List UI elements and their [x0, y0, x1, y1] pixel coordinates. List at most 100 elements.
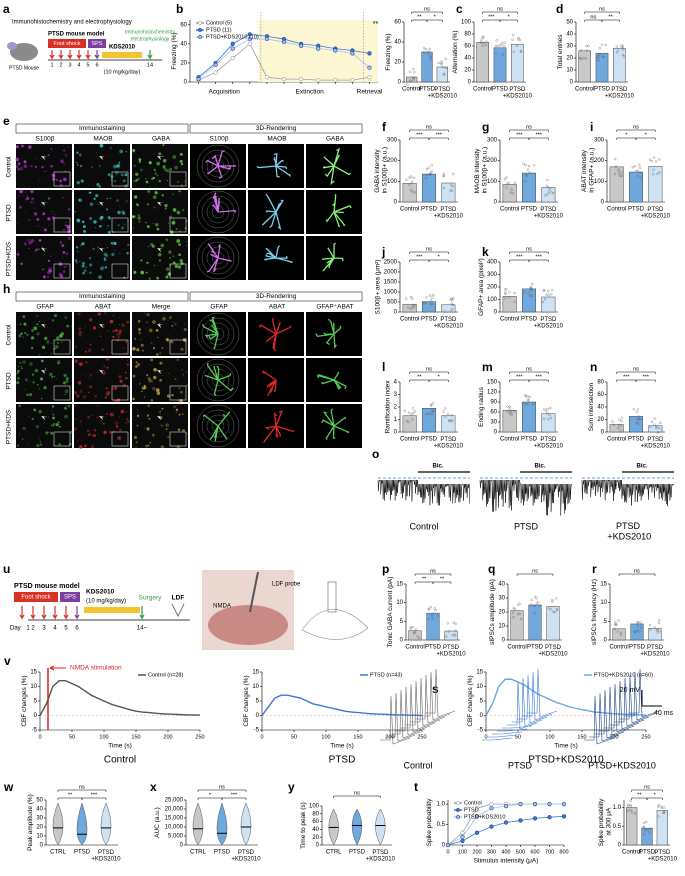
y-axis-label: GABA intensity in S100β+ (a.u.)	[374, 147, 388, 195]
significance-bracket	[414, 573, 452, 576]
data-dot-decor	[524, 179, 527, 183]
data-dot-decor	[638, 166, 642, 169]
image-texture	[152, 347, 156, 350]
image-texture	[22, 336, 24, 338]
image-texture	[162, 144, 165, 147]
bar	[421, 408, 437, 433]
image-texture	[63, 266, 66, 269]
data-dot-decor	[448, 419, 451, 423]
image-texture	[111, 252, 115, 257]
bar	[444, 630, 458, 641]
violin-body	[351, 808, 363, 846]
image-texture	[93, 429, 97, 432]
rendering	[263, 410, 295, 443]
image-texture	[56, 336, 60, 340]
data-dot-decor	[615, 51, 619, 54]
data-dot-decor	[544, 194, 547, 197]
image-texture	[126, 359, 128, 361]
x-tick-label: 100	[458, 849, 467, 855]
rendering	[206, 243, 232, 273]
inset	[111, 263, 129, 279]
image-texture	[42, 268, 44, 271]
image-texture	[69, 345, 70, 346]
data-dot-decor	[658, 630, 661, 633]
bar	[493, 47, 507, 83]
image-texture	[166, 239, 169, 242]
y-tick-label: 0	[494, 310, 498, 316]
inset	[169, 339, 187, 355]
significance-bracket	[601, 19, 620, 22]
x-tick-label: 150	[131, 734, 140, 740]
data-dot-decor	[645, 820, 648, 824]
data-dot-decor	[448, 419, 451, 422]
marker	[474, 814, 480, 819]
y-tick-label: 100	[487, 297, 498, 303]
label: LDF probe	[272, 582, 301, 588]
inset	[169, 171, 187, 187]
image-texture	[138, 160, 141, 163]
bar	[521, 288, 537, 313]
data-dot-decor	[494, 44, 498, 48]
pointer	[157, 248, 163, 252]
image-texture	[144, 396, 146, 398]
image-texture	[81, 261, 85, 265]
image-texture	[80, 179, 84, 183]
marker	[503, 820, 509, 825]
data-dot-decor	[547, 290, 550, 293]
data-dot-decor	[484, 43, 488, 46]
significance-bracket	[646, 797, 663, 800]
significance-label: **	[68, 792, 73, 798]
image-texture	[24, 378, 29, 382]
y-tick-label: 1000	[384, 290, 398, 296]
image-texture	[36, 315, 39, 318]
image-texture	[154, 191, 158, 195]
data-dot-decor	[614, 157, 617, 161]
image-texture	[147, 444, 150, 447]
sholl-ring	[201, 241, 235, 275]
y-tick-label: 15,000	[165, 816, 184, 822]
data-dot-decor	[547, 607, 550, 610]
image-texture	[38, 409, 42, 414]
y-tick-label: 1.0	[613, 805, 622, 811]
significance-bracket	[482, 11, 518, 14]
arrow	[85, 50, 91, 60]
image-texture	[91, 166, 94, 169]
sholl-ring	[206, 414, 230, 438]
y-axis-label: Freezing (%)	[171, 32, 178, 69]
voltage-trace	[609, 680, 640, 730]
voltage-trace	[517, 674, 548, 724]
image-texture	[176, 412, 178, 414]
image-texture	[41, 165, 44, 169]
image-texture	[65, 252, 69, 255]
image-texture	[65, 265, 67, 267]
x-tick-label: Control	[402, 87, 421, 93]
inset	[169, 431, 187, 447]
x-tick-label: PTSD	[521, 317, 538, 323]
image-texture	[24, 332, 27, 334]
y-axis-label: Spike probability at 300 μA	[598, 798, 612, 846]
x-tick-label: 100	[545, 734, 554, 740]
image-texture	[153, 264, 156, 267]
image-texture	[47, 154, 50, 157]
image-texture	[143, 427, 145, 429]
image-texture	[87, 348, 92, 353]
data-dot-decor	[638, 172, 642, 175]
image-texture	[76, 314, 78, 316]
image-texture	[90, 414, 93, 416]
marker	[532, 816, 538, 821]
bar	[511, 43, 524, 83]
image-texture	[113, 241, 117, 246]
image-texture	[100, 215, 104, 220]
marker	[547, 815, 552, 820]
image-texture	[63, 373, 67, 378]
data-dot-decor	[633, 630, 636, 633]
day-label: 3	[42, 626, 46, 632]
image-texture	[79, 390, 83, 394]
image-texture	[182, 374, 184, 376]
image-texture	[89, 245, 91, 247]
data-dot-decor	[513, 291, 516, 295]
image-texture	[20, 262, 23, 265]
data-dot-decor	[614, 165, 618, 168]
y-tick-label: 0	[494, 430, 498, 436]
data-dot-decor	[617, 619, 620, 622]
